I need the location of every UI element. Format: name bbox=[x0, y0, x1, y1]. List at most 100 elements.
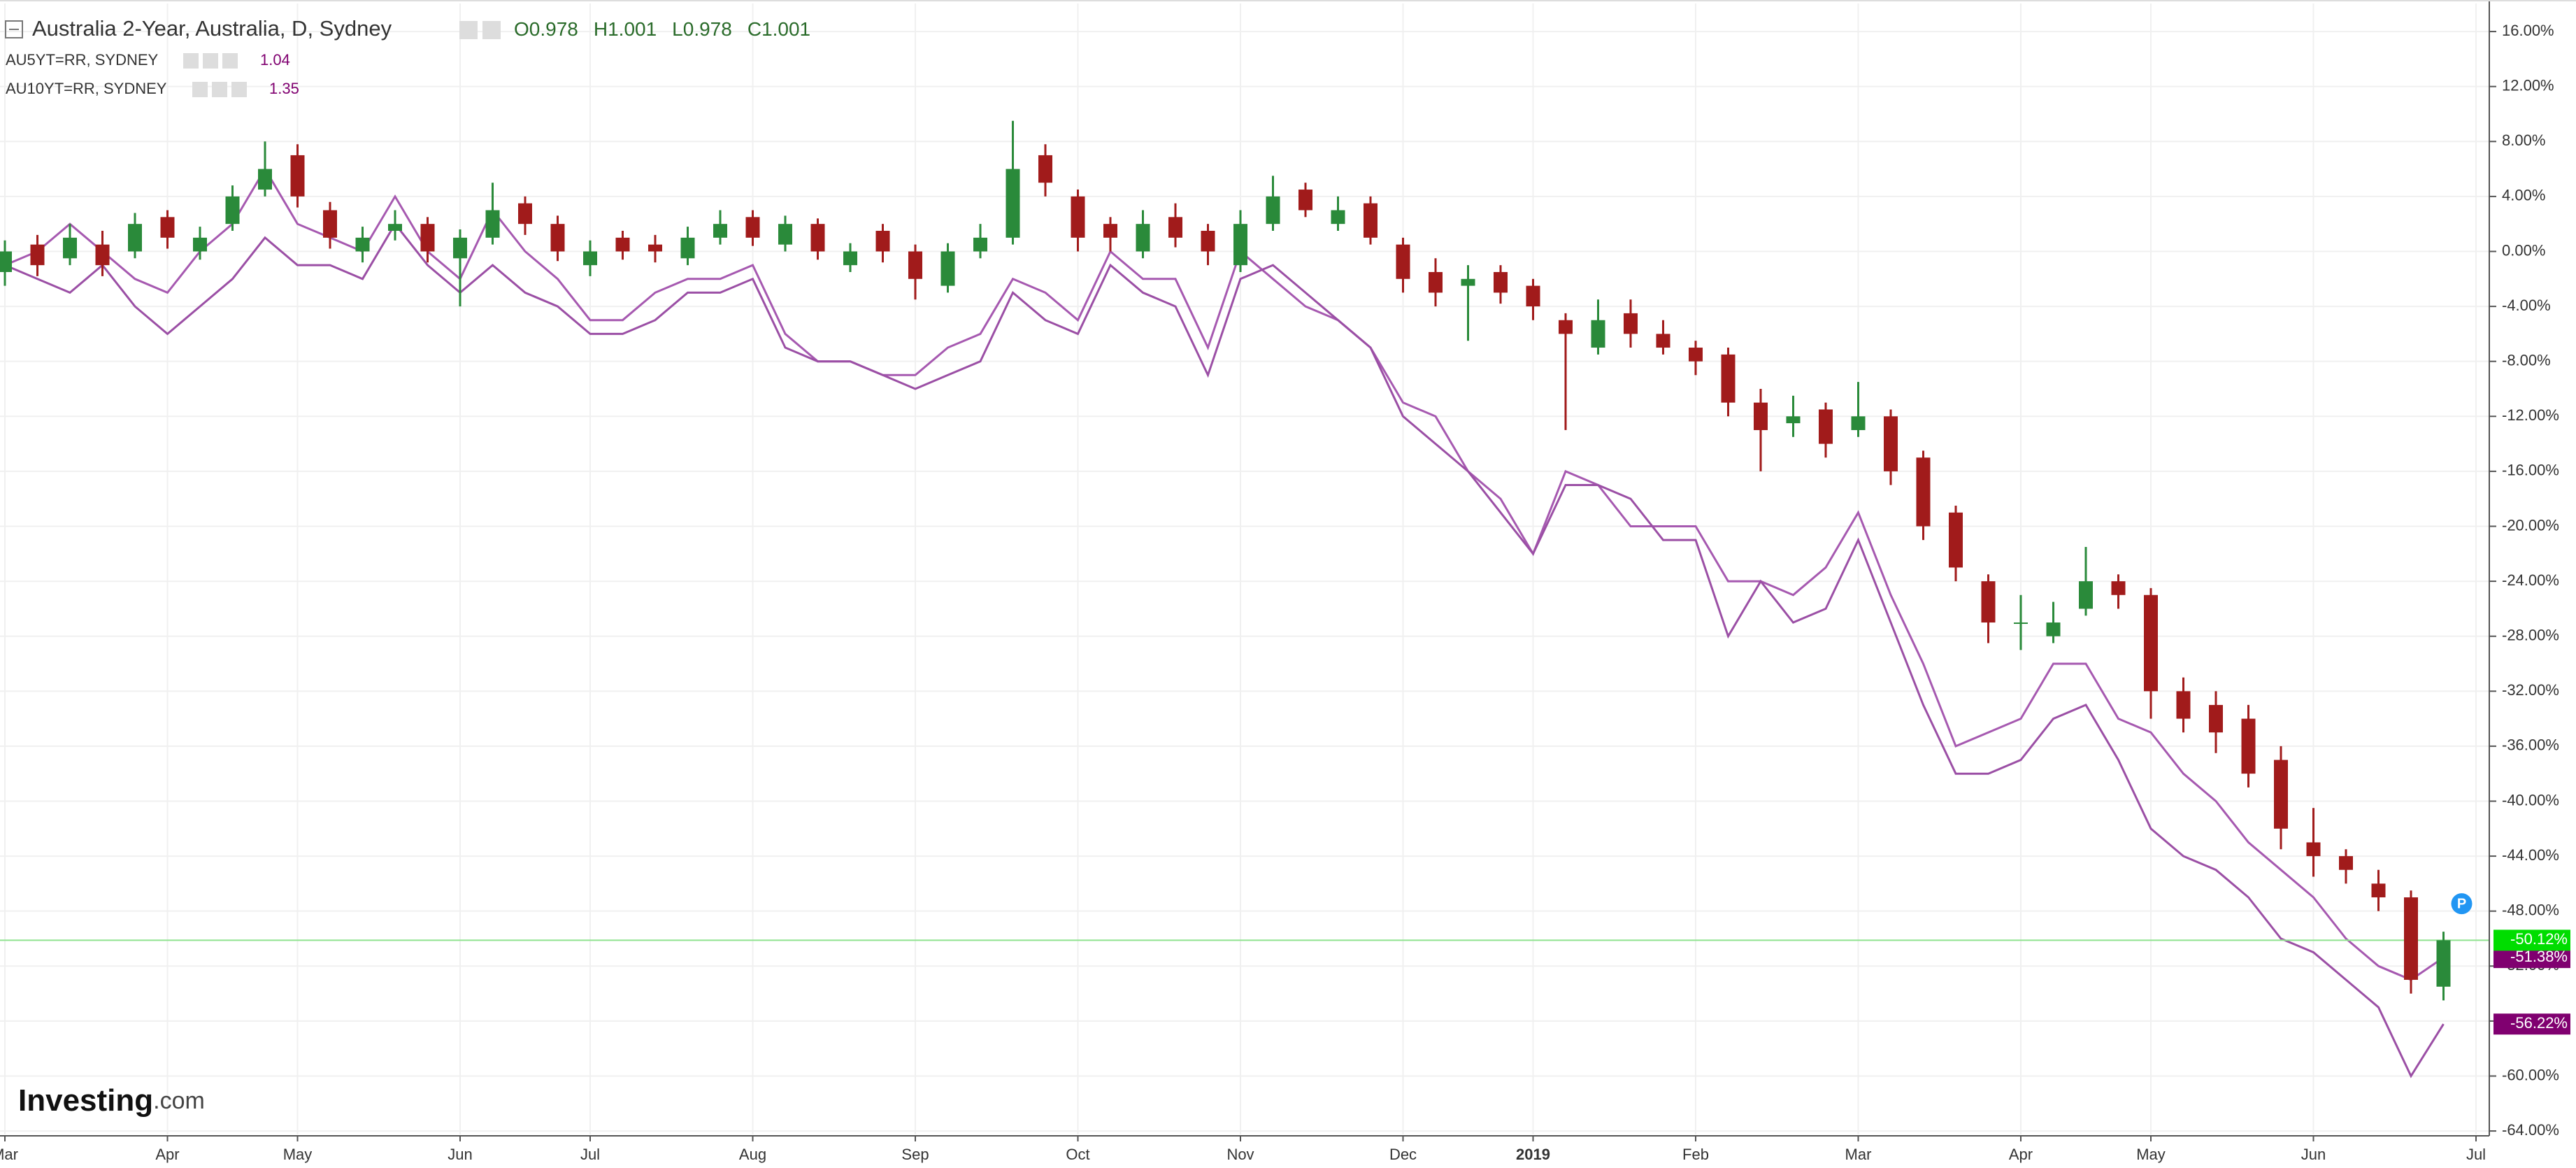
collapse-icon[interactable] bbox=[5, 20, 23, 38]
marker-badge bbox=[2451, 893, 2473, 915]
x-tick-label: May bbox=[2136, 1146, 2166, 1163]
candle-body bbox=[453, 237, 467, 259]
y-tick-label: -4.00% bbox=[2502, 297, 2551, 314]
candle-body bbox=[940, 251, 955, 286]
candle-body bbox=[2274, 760, 2288, 829]
ohlc-readout: O0.978 H1.001 L0.978 C1.001 bbox=[514, 18, 810, 40]
candle-body bbox=[1038, 155, 1052, 183]
candle-body bbox=[2436, 940, 2451, 987]
x-tick-label: Apr bbox=[2009, 1146, 2033, 1163]
legend-value: 1.04 bbox=[260, 51, 290, 69]
legend-value: 1.35 bbox=[269, 80, 299, 97]
settings-icon[interactable] bbox=[203, 53, 218, 69]
candle-body bbox=[485, 210, 500, 238]
x-tick-label: Jul bbox=[2466, 1146, 2486, 1163]
candle-body bbox=[973, 237, 987, 252]
remove-icon[interactable] bbox=[222, 53, 238, 69]
settings-icon[interactable] bbox=[482, 21, 501, 39]
x-tick-label: Nov bbox=[1226, 1146, 1254, 1163]
candle-body bbox=[1981, 581, 1996, 623]
candle-body bbox=[908, 251, 922, 279]
candle-body bbox=[193, 237, 207, 252]
candle-body bbox=[583, 251, 597, 266]
candle-body bbox=[615, 237, 630, 252]
y-tick-label: -64.00% bbox=[2502, 1121, 2559, 1139]
ohlc-key: O bbox=[514, 18, 529, 40]
x-tick-label: May bbox=[283, 1146, 313, 1163]
x-tick-label: Jun bbox=[2301, 1146, 2326, 1163]
candle-body bbox=[2046, 622, 2061, 636]
y-tick-label: -28.00% bbox=[2502, 626, 2559, 643]
candle-body bbox=[2111, 581, 2126, 595]
candle-body bbox=[2144, 594, 2158, 692]
x-tick-label: Aug bbox=[739, 1146, 766, 1163]
candle-body bbox=[258, 169, 272, 190]
remove-icon[interactable] bbox=[231, 82, 247, 97]
candle-body bbox=[2371, 883, 2386, 898]
candle-body bbox=[875, 231, 890, 252]
visibility-icon[interactable] bbox=[192, 82, 208, 97]
x-tick-label: Jun bbox=[448, 1146, 472, 1163]
y-tick-label: 4.00% bbox=[2502, 187, 2545, 204]
ohlc-key: H bbox=[594, 18, 608, 40]
y-tick-label: -40.00% bbox=[2502, 791, 2559, 809]
ohlc-value: 1.001 bbox=[608, 18, 657, 40]
y-tick-label: 0.00% bbox=[2502, 241, 2545, 259]
candle-body bbox=[225, 196, 240, 225]
candle-body bbox=[778, 224, 792, 245]
candle-body bbox=[290, 155, 305, 197]
x-tick-label: Mar bbox=[1845, 1146, 1872, 1163]
candle-body bbox=[1429, 271, 1443, 293]
x-tick-label: Apr bbox=[155, 1146, 179, 1163]
candle-body bbox=[1916, 457, 1931, 527]
candle-body bbox=[518, 203, 532, 225]
visibility-icon[interactable] bbox=[183, 53, 199, 69]
candle-body bbox=[1884, 416, 1898, 471]
y-tick-label: -32.00% bbox=[2502, 681, 2559, 699]
candle-body bbox=[1233, 224, 1247, 266]
y-tick-label: -12.00% bbox=[2502, 406, 2559, 424]
ohlc-key: L bbox=[672, 18, 683, 40]
y-tick-label: -48.00% bbox=[2502, 901, 2559, 918]
candle-body bbox=[160, 217, 175, 238]
chart-title: Australia 2-Year, Australia, D, Sydney bbox=[32, 16, 392, 41]
candle-body bbox=[323, 210, 337, 238]
y-tick-label: 8.00% bbox=[2502, 131, 2545, 149]
candle-body bbox=[1331, 210, 1345, 225]
ohlc-value: 1.001 bbox=[761, 18, 810, 40]
y-tick-label: 12.00% bbox=[2502, 76, 2554, 94]
candle-body bbox=[1201, 231, 1215, 252]
candle-body bbox=[128, 224, 142, 252]
price-label: -56.22% bbox=[2510, 1014, 2568, 1032]
y-tick-label: -44.00% bbox=[2502, 846, 2559, 864]
series-line bbox=[4, 166, 2445, 981]
candle-body bbox=[1364, 203, 1378, 238]
visibility-icon[interactable] bbox=[459, 21, 478, 39]
candle-body bbox=[30, 244, 45, 266]
x-tick-label: Oct bbox=[1066, 1146, 1089, 1163]
settings-icon[interactable] bbox=[212, 82, 227, 97]
plot-area: P bbox=[0, 120, 2489, 1078]
grid bbox=[0, 3, 2489, 1134]
watermark: Investing.com bbox=[18, 1083, 205, 1118]
candle-body bbox=[1786, 416, 1801, 424]
candle-body bbox=[1721, 354, 1736, 403]
series-line bbox=[4, 222, 2445, 1078]
candle-body bbox=[2209, 704, 2223, 733]
candle-body bbox=[1851, 416, 1866, 430]
price-label-box bbox=[2493, 1013, 2570, 1035]
candle-body bbox=[1266, 196, 1280, 225]
candle-body bbox=[2404, 897, 2418, 980]
candle-body bbox=[1949, 512, 1963, 568]
candle-body bbox=[1136, 224, 1150, 252]
ohlc-value: 0.978 bbox=[683, 18, 732, 40]
y-tick-label: 16.00% bbox=[2502, 22, 2554, 39]
candle-body bbox=[1103, 224, 1117, 238]
candle-body bbox=[2339, 856, 2353, 870]
candle-body bbox=[2241, 718, 2256, 774]
price-label-box bbox=[2493, 930, 2570, 951]
x-tick-label: Mar bbox=[0, 1146, 18, 1163]
candle-body bbox=[1461, 278, 1475, 286]
